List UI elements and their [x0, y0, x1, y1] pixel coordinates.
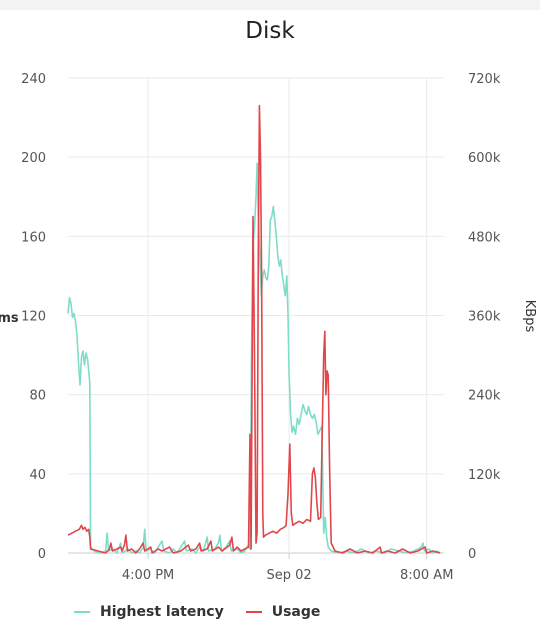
- y2-tick-label: 480k: [468, 230, 501, 245]
- legend-label-usage: Usage: [271, 604, 321, 620]
- legend-swatch-usage: [245, 611, 262, 613]
- y2-tick-label: 360k: [468, 310, 501, 325]
- y2-tick-label: 600k: [468, 151, 501, 166]
- legend-item-usage[interactable]: Usage: [245, 604, 321, 620]
- y-tick-label: 240: [21, 72, 46, 87]
- series-lines: [67, 104, 441, 554]
- y2-tick-label: 120k: [468, 468, 501, 483]
- y-tick-label: 80: [29, 389, 46, 404]
- y-tick-label: 40: [29, 468, 46, 483]
- top-strip: [0, 0, 540, 10]
- legend: Highest latency Usage: [74, 604, 320, 620]
- right-axis-title: KBps: [522, 300, 537, 333]
- series-line-highest-latency: [67, 162, 441, 554]
- series-line-usage: [67, 104, 441, 554]
- legend-swatch-highest-latency: [74, 611, 90, 613]
- right-axis-ticks: 0 120k 240k 360k 480k 600k 720k: [468, 72, 501, 562]
- legend-label-highest-latency: Highest latency: [100, 604, 224, 620]
- x-tick-label: Sep 02: [266, 568, 311, 583]
- left-axis-ticks: 0 40 80 120 160 200 240: [21, 72, 46, 562]
- x-axis-ticks: 4:00 PM Sep 02 8:00 AM: [122, 568, 454, 583]
- y-tick-label: 120: [21, 310, 46, 325]
- x-tick-label: 4:00 PM: [122, 568, 174, 583]
- y-tick-label: 0: [38, 547, 46, 562]
- legend-item-highest-latency[interactable]: Highest latency: [74, 604, 224, 620]
- y2-tick-label: 0: [468, 547, 476, 562]
- y2-tick-label: 720k: [468, 72, 501, 87]
- y2-tick-label: 240k: [468, 389, 501, 404]
- chart-title: Disk: [245, 18, 295, 44]
- left-axis-title: ms: [0, 311, 19, 326]
- y-tick-label: 160: [21, 230, 46, 245]
- x-tick-label: 8:00 AM: [400, 568, 453, 583]
- y-tick-label: 200: [21, 151, 46, 166]
